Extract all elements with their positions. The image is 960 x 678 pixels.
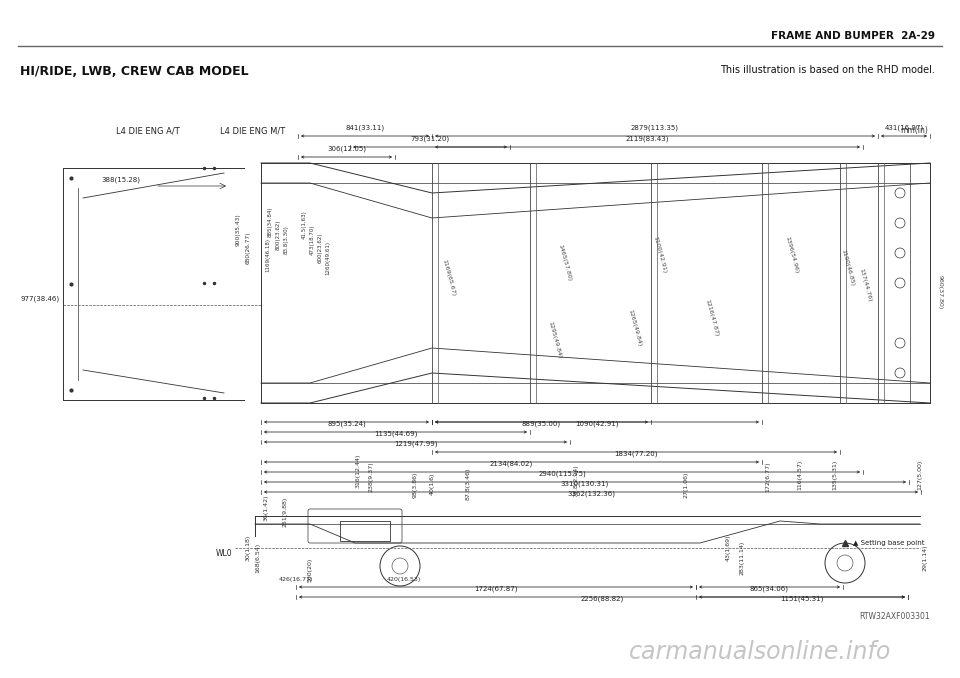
Text: 2119(83.43): 2119(83.43) (626, 136, 669, 142)
Text: RTW32AXF003301: RTW32AXF003301 (859, 612, 930, 621)
Text: 1169(65.67): 1169(65.67) (442, 259, 456, 297)
Text: 1090(42.91): 1090(42.91) (575, 420, 619, 427)
Text: 116(4.57): 116(4.57) (798, 460, 803, 490)
Text: 27(1.06): 27(1.06) (684, 472, 688, 498)
Text: 1265(49.84): 1265(49.84) (628, 309, 642, 347)
Text: 1216(47.87): 1216(47.87) (705, 299, 719, 337)
Text: 2879(113.35): 2879(113.35) (631, 125, 679, 131)
Text: 1396(54.96): 1396(54.96) (784, 236, 800, 274)
Text: 1190(46.85): 1190(46.85) (841, 249, 855, 287)
Text: 30(1.18): 30(1.18) (246, 535, 251, 561)
Text: 426(16.77): 426(16.77) (278, 578, 313, 582)
Text: 431(16.97): 431(16.97) (884, 125, 924, 131)
Text: 29(1.14): 29(1.14) (923, 544, 927, 572)
Text: 251(9.88): 251(9.88) (282, 497, 287, 527)
Text: This illustration is based on the RHD model.: This illustration is based on the RHD mo… (720, 65, 935, 75)
Text: 420(16.53): 420(16.53) (387, 578, 421, 582)
Text: L4 DIE ENG A/T: L4 DIE ENG A/T (116, 126, 180, 135)
Text: carmanualsonline.info: carmanualsonline.info (629, 640, 891, 664)
Text: 865(34.06): 865(34.06) (750, 586, 789, 592)
Text: 1724(67.87): 1724(67.87) (474, 586, 517, 592)
Text: 40(1.6): 40(1.6) (429, 473, 435, 495)
Text: 172(6.77): 172(6.77) (765, 462, 771, 492)
Text: 1100(42.91): 1100(42.91) (653, 236, 667, 274)
Text: 87.8(3.46): 87.8(3.46) (466, 468, 470, 500)
Text: 960(37.80): 960(37.80) (938, 275, 943, 309)
Bar (340, 521, 390, 541)
Text: 238(9.37): 238(9.37) (369, 461, 373, 492)
Text: 1260(49.61): 1260(49.61) (325, 241, 330, 275)
Text: 83.8(3.30): 83.8(3.30) (283, 226, 289, 254)
Text: 600(23.62): 600(23.62) (318, 233, 323, 263)
Text: 388(15.28): 388(15.28) (101, 176, 140, 183)
Text: 2940(115.75): 2940(115.75) (539, 471, 586, 477)
Text: 3362(132.36): 3362(132.36) (567, 490, 615, 497)
Text: 283(11.14): 283(11.14) (739, 541, 745, 575)
Text: 36(1.42): 36(1.42) (263, 495, 269, 521)
Text: 1465(57.80): 1465(57.80) (558, 244, 572, 282)
Text: WL0: WL0 (215, 549, 232, 558)
Text: mm(in): mm(in) (900, 126, 928, 135)
Text: 316(12.44): 316(12.44) (355, 454, 361, 488)
Text: HI/RIDE, LWB, CREW CAB MODEL: HI/RIDE, LWB, CREW CAB MODEL (20, 65, 249, 78)
Text: 127(5.00): 127(5.00) (918, 460, 923, 490)
Text: 168(6.54): 168(6.54) (255, 543, 260, 573)
Text: 306(12.05): 306(12.05) (327, 146, 366, 152)
Text: 1151(45.31): 1151(45.31) (780, 595, 824, 602)
Text: 137(44.76): 137(44.76) (858, 268, 872, 302)
Text: 500(20): 500(20) (307, 558, 313, 582)
Text: 43(1.69): 43(1.69) (726, 535, 731, 561)
Text: 900(35.43): 900(35.43) (235, 214, 241, 246)
Text: 3310(130.31): 3310(130.31) (561, 481, 610, 487)
Text: 800(23.62): 800(23.62) (276, 220, 280, 250)
Text: 1169(46.18): 1169(46.18) (266, 238, 271, 272)
Text: 977(38.46): 977(38.46) (21, 296, 60, 302)
Text: 2134(84.02): 2134(84.02) (490, 460, 533, 467)
Text: 41.5(1.63): 41.5(1.63) (301, 211, 306, 239)
Text: 889(35.00): 889(35.00) (522, 420, 561, 427)
Text: 135(5.31): 135(5.31) (832, 460, 837, 490)
Text: L4 DIE ENG M/T: L4 DIE ENG M/T (220, 126, 285, 135)
Text: 473(18.70): 473(18.70) (309, 224, 315, 255)
Text: 74.8(2.94): 74.8(2.94) (573, 464, 579, 497)
Text: 1834(77.20): 1834(77.20) (614, 450, 658, 457)
Text: FRAME AND BUMPER  2A-29: FRAME AND BUMPER 2A-29 (771, 31, 935, 41)
Text: ▲ Setting base point: ▲ Setting base point (853, 540, 924, 546)
Text: 1219(47.99): 1219(47.99) (394, 441, 437, 447)
Text: 680(26.77): 680(26.77) (246, 232, 251, 264)
Text: 841(33.11): 841(33.11) (346, 125, 385, 131)
Text: 793(31.20): 793(31.20) (411, 136, 449, 142)
Text: 885(34.84): 885(34.84) (268, 207, 273, 237)
Text: 2256(88.82): 2256(88.82) (581, 595, 624, 602)
Text: 1295(49.84): 1295(49.84) (547, 321, 563, 359)
Text: 98(3.86): 98(3.86) (413, 472, 418, 498)
Text: 895(35.24): 895(35.24) (327, 420, 366, 427)
Text: 1135(44.69): 1135(44.69) (373, 431, 418, 437)
